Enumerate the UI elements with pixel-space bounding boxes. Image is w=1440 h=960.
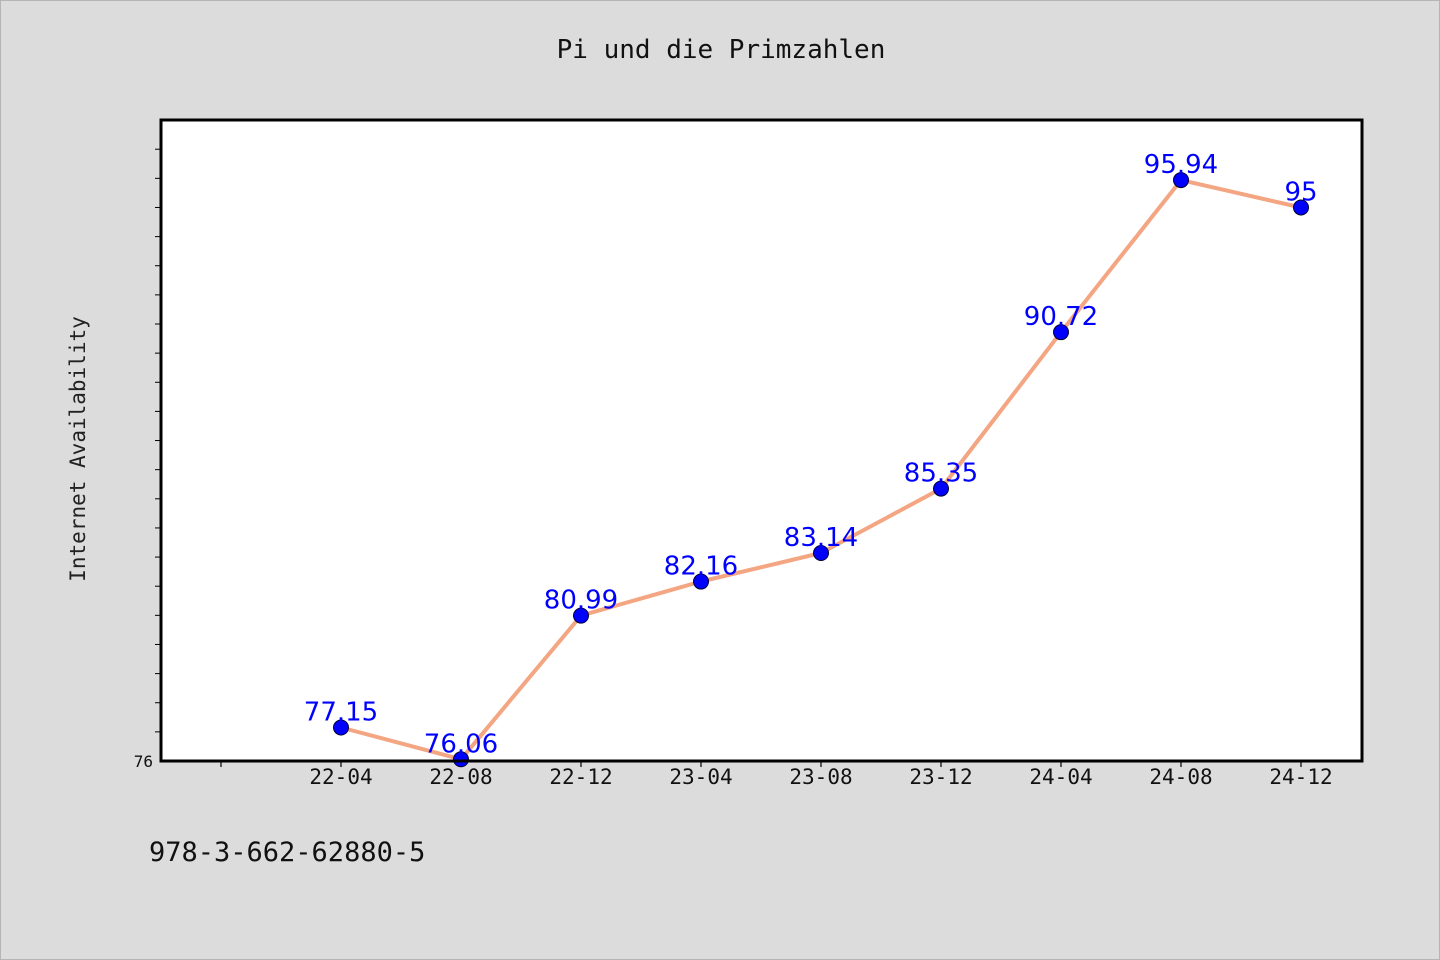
data-point (693, 573, 709, 590)
data-label: 95 (1284, 177, 1317, 207)
footer-isbn: 978-3-662-62880-5 (149, 837, 426, 868)
x-tick-label: 23-04 (669, 765, 732, 789)
data-label: 95.94 (1144, 150, 1218, 180)
x-tick-label: 22-08 (429, 765, 492, 789)
x-tick-label: 24-12 (1269, 765, 1332, 789)
chart-title: Pi und die Primzahlen (556, 35, 886, 65)
data-point (813, 544, 829, 561)
y-tick-label: 76 (134, 752, 153, 771)
x-tick-label: 23-12 (909, 765, 972, 789)
x-tick-label: 23-08 (789, 765, 852, 789)
data-label: 80.99 (544, 586, 618, 616)
data-point (573, 607, 589, 624)
plot-frame (159, 118, 1364, 763)
data-label: 85.35 (904, 459, 978, 489)
x-tick-label: 22-12 (549, 765, 612, 789)
data-point (933, 480, 949, 497)
data-point (333, 719, 349, 736)
data-point (1173, 172, 1189, 189)
data-label: 82.16 (664, 552, 738, 582)
data-label: 90.72 (1024, 302, 1098, 332)
data-point (453, 751, 469, 768)
data-point (1053, 324, 1069, 341)
x-tick-label: 22-04 (309, 765, 372, 789)
data-label: 76.06 (424, 729, 498, 759)
x-tick-label: 24-08 (1149, 765, 1212, 789)
x-tick-label: 24-04 (1029, 765, 1092, 789)
data-point (1293, 199, 1309, 216)
data-label: 83.14 (784, 523, 858, 553)
plot-area (161, 120, 1362, 761)
data-label: 77.15 (304, 697, 378, 727)
